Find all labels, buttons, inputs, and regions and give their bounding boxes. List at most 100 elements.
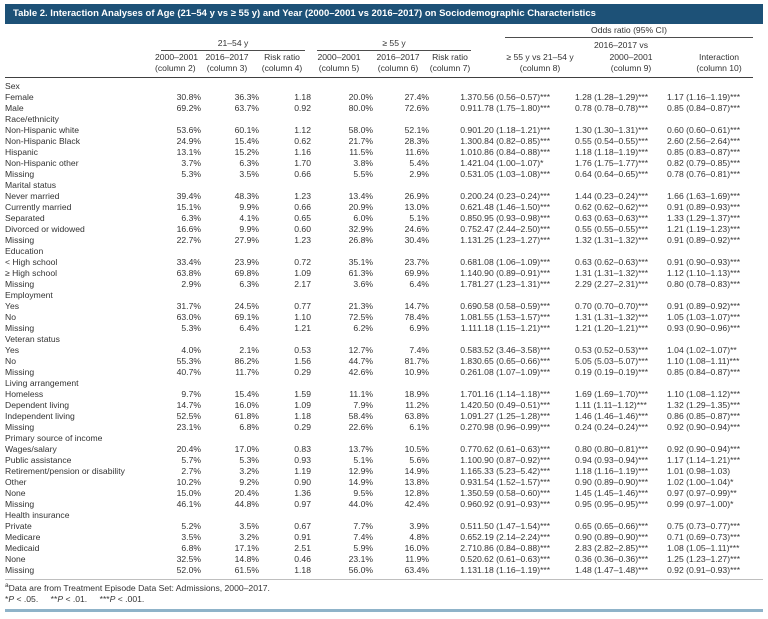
col-header-line: (column 2) (155, 63, 196, 73)
col-header-line: (column 6) (377, 63, 419, 73)
cell-21-54-riskratio: 1.09 (294, 400, 311, 410)
cell-21-54-2000: 3.5% (181, 532, 201, 542)
cell-21-54-2000: 16.6% (176, 224, 201, 234)
cell-55-2000: 5.1% (353, 455, 373, 465)
cell-21-54-riskratio: 2.51 (294, 543, 311, 553)
interaction-table: Odds ratio (95% CI) 21–54 y ≥ 55 y 2016–… (5, 25, 754, 577)
cell-or-year: 5.05 (5.03–5.07)*** (575, 356, 649, 366)
cell-21-54-2000: 24.9% (176, 136, 201, 146)
cell-or-age: 0.90 (0.87–0.92)*** (477, 455, 551, 465)
cell-55-riskratio: 0.52 (460, 554, 477, 564)
section-header-row: Sex (5, 78, 753, 93)
cell-or-interaction: 0.80 (0.78–0.83)*** (667, 279, 741, 289)
table-row: Separated 6.3% 4.1% 0.65 6.0% 5.1% 0.85 0.95 (0… (5, 213, 753, 224)
cell-or-interaction: 1.02 (1.00–1.04)* (667, 477, 734, 487)
section-label: Health insurance (5, 510, 70, 520)
pvalue-p: P (57, 594, 64, 604)
cell-21-54-2016: 24.5% (234, 301, 259, 311)
cell-21-54-riskratio: 0.62 (294, 136, 311, 146)
cell-or-interaction: 0.86 (0.85–0.87)*** (667, 411, 741, 421)
cell-21-54-2016: 3.2% (239, 466, 259, 476)
cell-or-age: 0.62 (0.61–0.63)*** (477, 554, 551, 564)
cell-55-2000: 12.9% (348, 466, 373, 476)
cell-55-2000: 72.5% (348, 312, 373, 322)
cell-55-2000: 22.6% (348, 422, 373, 432)
cell-55-2016: 4.8% (409, 532, 429, 542)
cell-21-54-2016: 11.7% (235, 367, 259, 377)
cell-or-year: 1.28 (1.28–1.29)*** (575, 92, 649, 102)
cell-55-2016: 72.6% (404, 103, 429, 113)
pvalue-cond: < .05. (14, 594, 39, 604)
section-label: Education (5, 246, 44, 256)
cell-55-riskratio: 0.85 (460, 213, 477, 223)
section-label: Employment (5, 290, 53, 300)
table-row: Non-Hispanic white 53.6% 60.1% 1.12 58.0% 52.… (5, 125, 753, 136)
cell-or-age: 0.59 (0.58–0.60)*** (477, 488, 551, 498)
row-label: Non-Hispanic Black (5, 136, 80, 146)
cell-21-54-riskratio: 1.70 (294, 158, 311, 168)
cell-21-54-2016: 86.2% (234, 356, 259, 366)
section-header-row: Education (5, 246, 753, 257)
cell-21-54-riskratio: 0.72 (294, 257, 311, 267)
table-body: Sex Female 30.8% 36.3% 1.18 20.0% 27.4% 1.37 0.5… (5, 78, 753, 577)
table-row: Missing 40.7% 11.7% 0.29 42.6% 10.9% 0.26 1.08 … (5, 367, 753, 378)
cell-21-54-riskratio: 2.17 (294, 279, 311, 289)
table-row: Missing 2.9% 6.3% 2.17 3.6% 6.4% 1.78 1.27 (1.2… (5, 279, 753, 290)
col-header-6: 2016–2017 (column 6) (373, 51, 429, 78)
cell-or-interaction: 1.17 (1.16–1.19)*** (667, 92, 741, 102)
cell-21-54-2000: 31.7% (176, 301, 201, 311)
cell-21-54-2016: 15.2% (234, 147, 259, 157)
cell-55-2016: 2.9% (409, 169, 429, 179)
cell-21-54-riskratio: 0.29 (294, 367, 311, 377)
cell-21-54-riskratio: 1.23 (294, 191, 311, 201)
cell-55-riskratio: 0.75 (460, 224, 477, 234)
row-label: No (5, 356, 16, 366)
cell-or-age: 3.52 (3.46–3.58)*** (477, 345, 551, 355)
row-label: Currently married (5, 202, 72, 212)
cell-21-54-2016: 6.3% (239, 279, 259, 289)
cell-or-year: 1.76 (1.75–1.77)*** (575, 158, 649, 168)
column9-header-top-line: 2016–2017 vs (594, 40, 648, 50)
cell-55-2000: 44.0% (348, 499, 373, 509)
row-label: No (5, 312, 16, 322)
row-label: Private (5, 521, 32, 531)
odds-ratio-group-label: Odds ratio (95% CI) (505, 25, 754, 38)
cell-21-54-riskratio: 1.10 (294, 312, 311, 322)
cell-21-54-2000: 22.7% (176, 235, 201, 245)
col-header-line: (column 4) (261, 63, 303, 73)
cell-21-54-2016: 2.1% (239, 345, 259, 355)
col-header-line: (column 9) (610, 63, 652, 73)
cell-21-54-2000: 14.7% (176, 400, 201, 410)
cell-55-2016: 78.4% (404, 312, 429, 322)
cell-55-2000: 20.9% (348, 202, 373, 212)
cell-or-interaction: 0.85 (0.84–0.87)*** (667, 367, 741, 377)
cell-or-interaction: 2.60 (2.56–2.64)*** (667, 136, 741, 146)
section-label: Primary source of income (5, 433, 103, 443)
section-label: Race/ethnicity (5, 114, 59, 124)
cell-55-2000: 11.1% (349, 389, 373, 399)
cell-or-year: 1.18 (1.16–1.19)*** (575, 466, 649, 476)
table-row: Independent living 52.5% 61.8% 1.18 58.4% 63.… (5, 411, 753, 422)
age-55-group-header: ≥ 55 y (311, 38, 477, 51)
table-row: Dependent living 14.7% 16.0% 1.09 7.9% 11.2% 1… (5, 400, 753, 411)
cell-or-year: 0.90 (0.89–0.90)*** (575, 477, 649, 487)
cell-55-2016: 52.1% (404, 125, 429, 135)
cell-21-54-riskratio: 1.59 (294, 389, 311, 399)
cell-55-2016: 11.9% (405, 554, 429, 564)
cell-or-age: 1.27 (1.23–1.31)*** (477, 279, 551, 289)
cell-or-interaction: 1.32 (1.29–1.35)*** (667, 400, 741, 410)
cell-or-age: 0.86 (0.84–0.88)*** (477, 543, 551, 553)
table-row: Missing 5.3% 3.5% 0.66 5.5% 2.9% 0.53 1.05 (1.0… (5, 169, 753, 180)
age-21-54-group-label: 21–54 y (161, 38, 305, 51)
cell-21-54-riskratio: 0.66 (294, 169, 311, 179)
cell-55-riskratio: 1.42 (460, 158, 477, 168)
cell-21-54-2016: 20.4% (234, 488, 259, 498)
cell-or-year: 0.62 (0.62–0.62)*** (575, 202, 649, 212)
cell-or-interaction: 0.82 (0.79–0.85)*** (667, 158, 741, 168)
cell-55-2016: 81.7% (404, 356, 429, 366)
cell-21-54-riskratio: 0.93 (294, 455, 311, 465)
cell-or-year: 0.53 (0.52–0.53)*** (575, 345, 649, 355)
cell-21-54-2000: 5.3% (181, 169, 201, 179)
cell-or-age: 0.98 (0.96–0.99)*** (477, 422, 551, 432)
pvalue-p: P (109, 594, 116, 604)
